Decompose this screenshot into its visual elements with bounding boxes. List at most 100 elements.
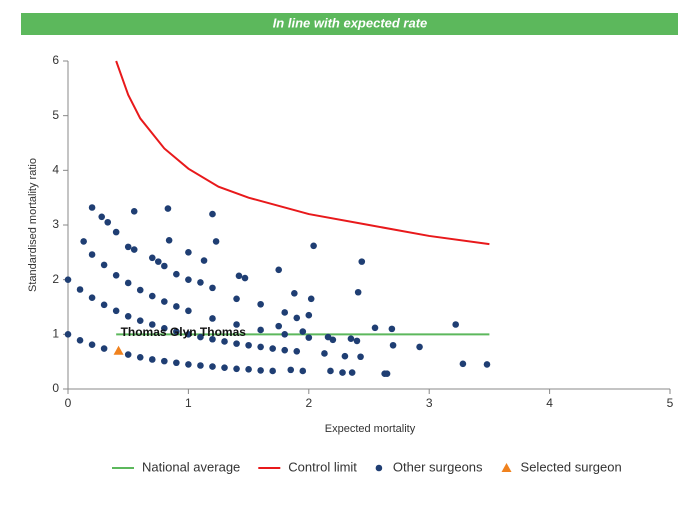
point [161, 262, 168, 270]
point [281, 331, 289, 338]
point [124, 243, 132, 251]
point [281, 309, 289, 316]
y-tick-label: 1 [52, 327, 59, 341]
point [257, 300, 264, 308]
point [185, 276, 192, 283]
y-tick-label: 6 [52, 53, 59, 67]
y-tick-label: 3 [52, 217, 59, 231]
title-banner [21, 13, 678, 35]
point [130, 246, 138, 253]
point [233, 321, 240, 328]
point [245, 341, 252, 349]
point [459, 360, 467, 368]
point [164, 205, 172, 212]
x-tick-label: 5 [667, 396, 674, 410]
point [221, 338, 228, 345]
point [185, 361, 192, 368]
point [100, 345, 108, 352]
point [324, 333, 332, 341]
point [341, 352, 349, 360]
point [358, 258, 366, 265]
point [388, 325, 396, 333]
point [354, 288, 362, 296]
point [148, 356, 156, 363]
x-tick-label: 2 [305, 396, 312, 410]
point [88, 251, 96, 258]
point [76, 286, 84, 293]
point [339, 369, 346, 376]
x-tick-label: 3 [426, 396, 433, 410]
legend-swatch [375, 464, 383, 472]
point [212, 238, 220, 245]
point [112, 307, 120, 315]
point [329, 336, 337, 344]
point [269, 345, 276, 352]
point [299, 367, 307, 375]
x-tick-label: 4 [546, 396, 553, 410]
point [275, 266, 283, 274]
point [257, 343, 264, 351]
point [136, 353, 144, 361]
point-label: Thomas Glyn Thomas [121, 325, 247, 339]
point [148, 292, 156, 300]
point [291, 290, 298, 297]
point [104, 218, 112, 226]
point [173, 303, 180, 310]
point [305, 311, 313, 319]
point [88, 294, 96, 302]
point [88, 204, 96, 211]
legend-label: Selected surgeon [521, 459, 622, 474]
point [165, 237, 173, 244]
point [209, 335, 216, 343]
point [483, 361, 491, 368]
point [185, 249, 192, 256]
point [383, 370, 391, 377]
point [327, 367, 334, 375]
point [76, 337, 84, 344]
point [161, 325, 168, 332]
point [287, 366, 295, 374]
y-tick-label: 0 [52, 381, 59, 395]
legend-label: National average [142, 459, 240, 474]
point [357, 353, 364, 361]
point [353, 337, 361, 345]
point [347, 335, 355, 343]
point [257, 326, 264, 334]
point [64, 276, 72, 283]
x-tick-label: 0 [65, 396, 72, 410]
point [307, 295, 315, 303]
point [257, 367, 264, 374]
legend-label: Control limit [288, 459, 357, 474]
point [161, 357, 168, 365]
point [221, 364, 228, 371]
point [130, 208, 138, 215]
chart-title: In line with expected rate [273, 15, 428, 30]
x-axis-title: Expected mortality [325, 423, 416, 435]
point [98, 213, 106, 221]
series-line [115, 60, 490, 246]
point [275, 322, 283, 330]
point [124, 312, 132, 320]
point [209, 284, 216, 292]
legend-label: Other surgeons [393, 459, 483, 474]
point [148, 254, 156, 262]
point [209, 315, 216, 322]
point [389, 341, 397, 349]
point [371, 324, 379, 332]
point [197, 362, 204, 369]
point [124, 351, 132, 358]
point [197, 333, 204, 341]
point [100, 301, 108, 309]
point [64, 331, 72, 338]
point [161, 298, 168, 305]
legend-swatch [501, 463, 512, 472]
point [197, 279, 204, 286]
point [293, 314, 301, 322]
point [293, 347, 301, 355]
point [173, 328, 180, 335]
point [269, 367, 276, 375]
point [124, 279, 132, 287]
point [113, 345, 124, 355]
point [235, 272, 243, 280]
